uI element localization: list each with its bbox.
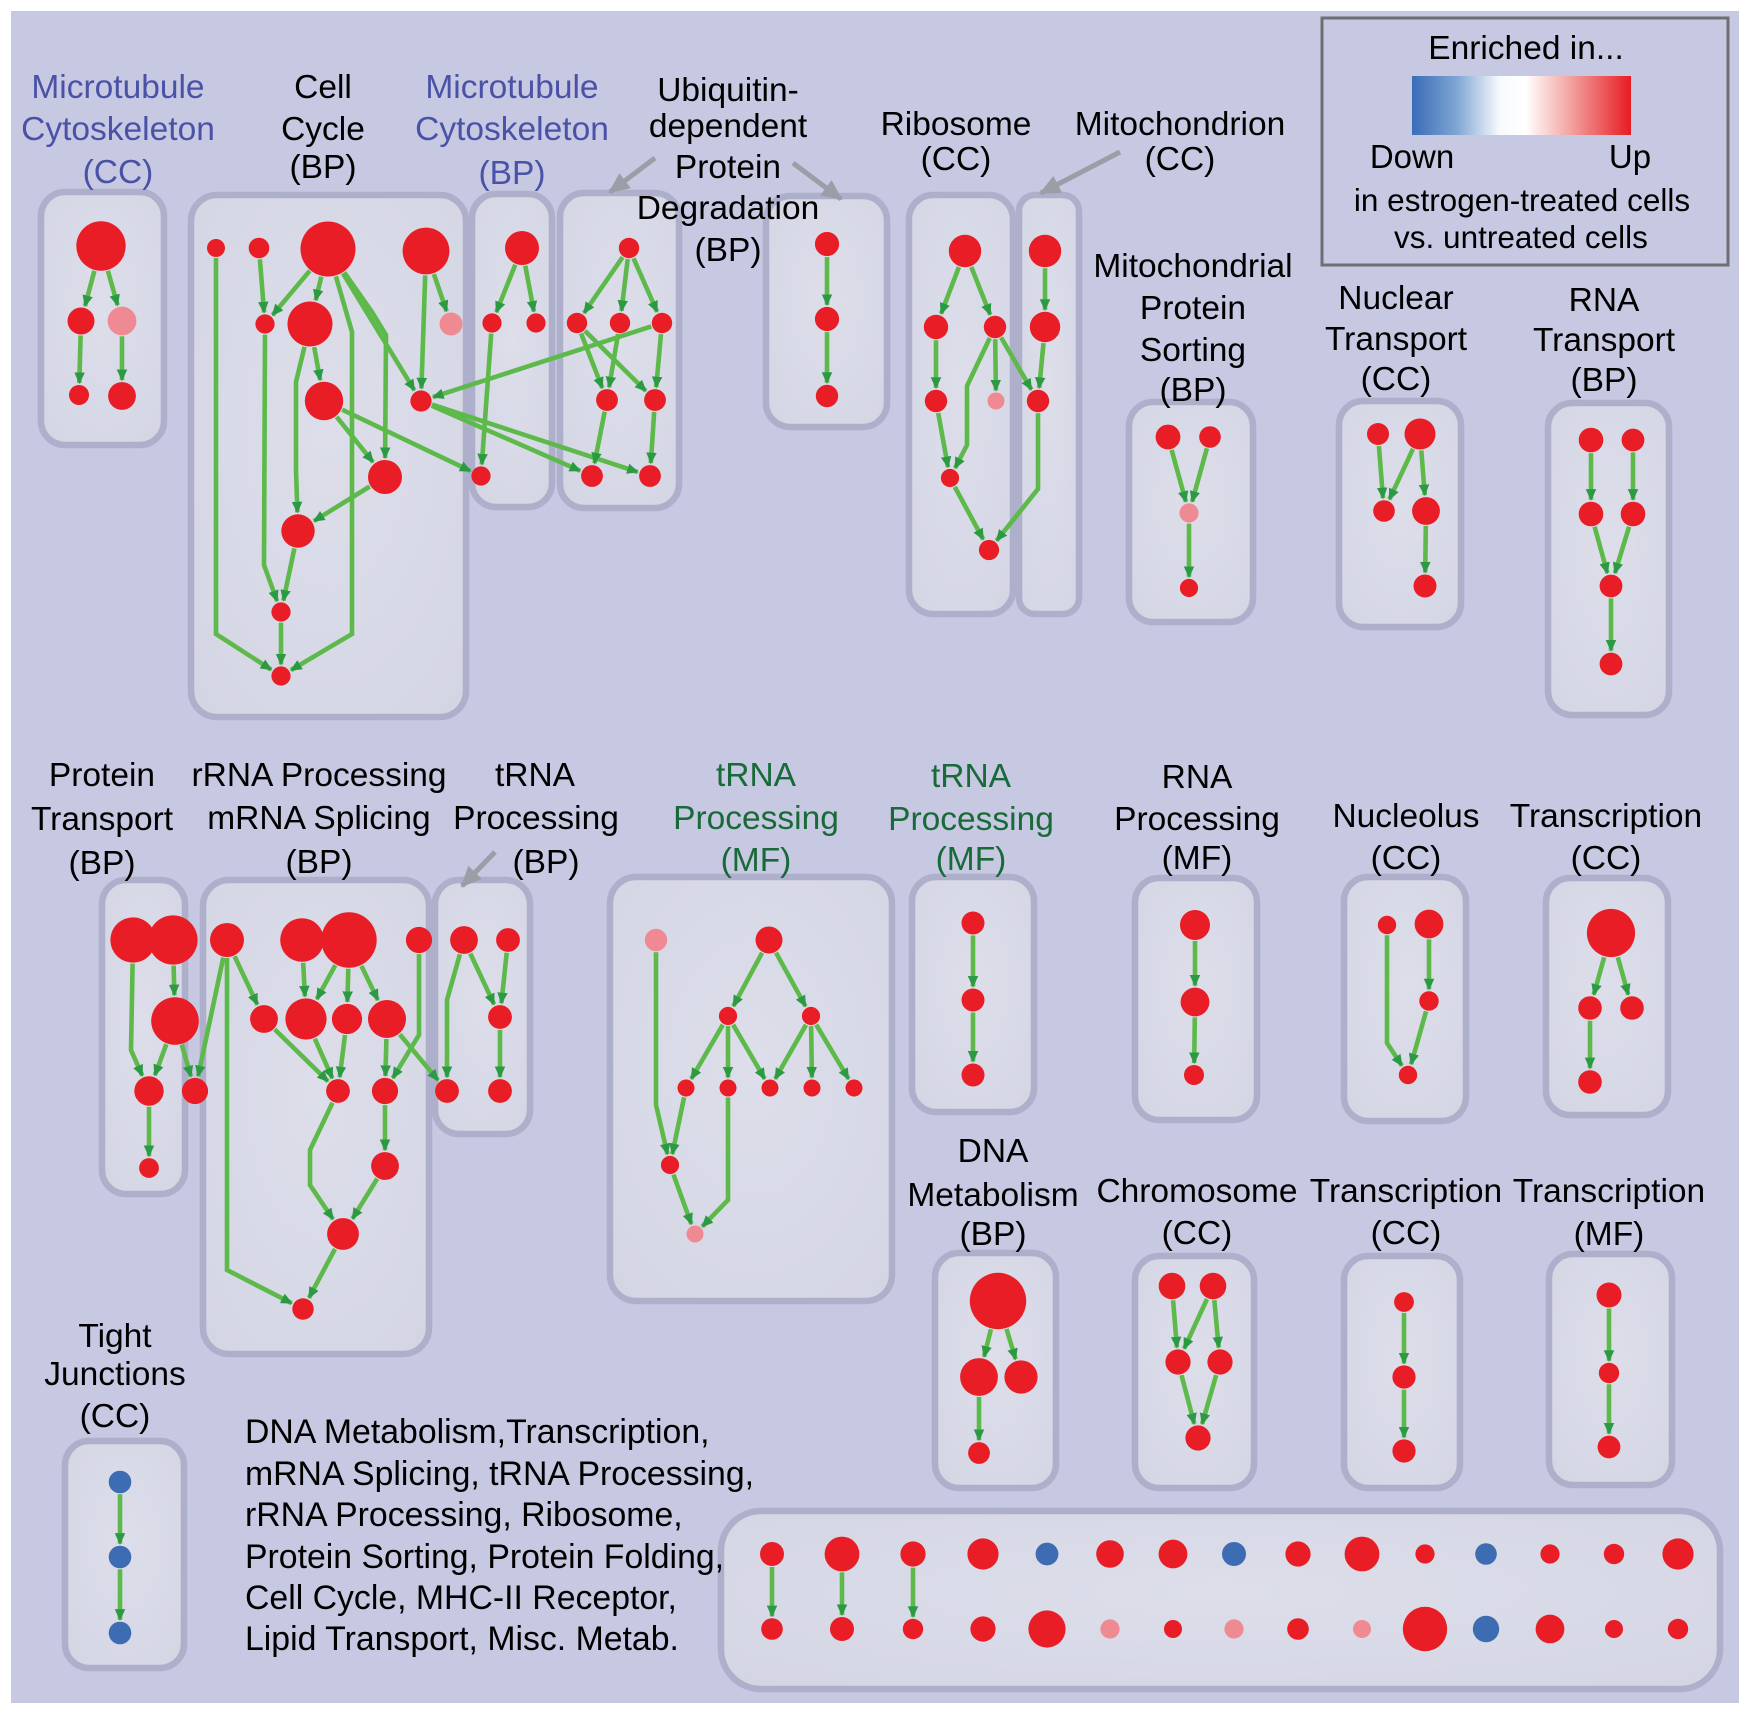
- svg-text:(BP): (BP): [960, 1216, 1027, 1253]
- svg-text:(CC): (CC): [83, 154, 154, 191]
- svg-text:dependent: dependent: [649, 108, 808, 145]
- svg-text:mRNA Splicing: mRNA Splicing: [207, 800, 430, 837]
- svg-text:Transport: Transport: [1533, 322, 1676, 359]
- svg-text:(CC): (CC): [1361, 361, 1432, 398]
- svg-text:Down: Down: [1370, 138, 1454, 175]
- svg-text:(CC): (CC): [1371, 840, 1442, 877]
- svg-text:(CC): (CC): [80, 1398, 151, 1435]
- svg-text:Transcription: Transcription: [1510, 798, 1702, 835]
- svg-text:Microtubule: Microtubule: [425, 69, 598, 106]
- svg-text:rRNA Processing, Ribosome,: rRNA Processing, Ribosome,: [245, 1496, 683, 1534]
- svg-text:(CC): (CC): [1571, 840, 1642, 877]
- svg-text:Lipid Transport, Misc. Metab.: Lipid Transport, Misc. Metab.: [245, 1620, 679, 1658]
- svg-text:(BP): (BP): [290, 149, 357, 186]
- svg-text:Enriched in...: Enriched in...: [1428, 30, 1624, 67]
- svg-text:Processing: Processing: [1114, 801, 1280, 838]
- svg-text:Transport: Transport: [31, 801, 174, 838]
- svg-text:(MF): (MF): [721, 842, 792, 879]
- svg-text:Nucleolus: Nucleolus: [1332, 798, 1479, 835]
- svg-text:DNA Metabolism,Transcription,: DNA Metabolism,Transcription,: [245, 1413, 710, 1451]
- svg-text:(BP): (BP): [479, 155, 546, 192]
- svg-text:Up: Up: [1609, 138, 1651, 175]
- svg-text:tRNA: tRNA: [716, 757, 797, 794]
- svg-text:Cell: Cell: [294, 69, 352, 106]
- svg-text:Mitochondrion: Mitochondrion: [1075, 106, 1285, 143]
- svg-text:Transport: Transport: [1325, 321, 1468, 358]
- svg-text:Cytoskeleton: Cytoskeleton: [21, 111, 215, 148]
- svg-text:Cytoskeleton: Cytoskeleton: [415, 111, 609, 148]
- svg-text:(CC): (CC): [1145, 141, 1216, 178]
- svg-text:(MF): (MF): [1162, 840, 1233, 877]
- svg-text:(BP): (BP): [286, 844, 353, 881]
- svg-text:Processing: Processing: [888, 801, 1054, 838]
- svg-text:(MF): (MF): [1574, 1216, 1645, 1253]
- svg-text:Chromosome: Chromosome: [1096, 1173, 1297, 1210]
- svg-text:(CC): (CC): [921, 141, 992, 178]
- svg-text:Protein: Protein: [675, 149, 781, 186]
- svg-text:Cycle: Cycle: [281, 111, 365, 148]
- svg-text:(BP): (BP): [513, 844, 580, 881]
- svg-text:Cell Cycle, MHC-II Receptor,: Cell Cycle, MHC-II Receptor,: [245, 1579, 677, 1617]
- svg-text:Junctions: Junctions: [44, 1356, 186, 1393]
- svg-text:(MF): (MF): [936, 841, 1007, 878]
- svg-text:(CC): (CC): [1371, 1215, 1442, 1252]
- svg-text:(BP): (BP): [69, 845, 136, 882]
- svg-text:RNA: RNA: [1162, 759, 1233, 796]
- svg-text:Transcription: Transcription: [1513, 1173, 1705, 1210]
- svg-text:RNA: RNA: [1569, 282, 1640, 319]
- svg-text:DNA: DNA: [958, 1133, 1029, 1170]
- svg-text:Mitochondrial: Mitochondrial: [1093, 248, 1292, 285]
- svg-text:rRNA Processing: rRNA Processing: [191, 757, 446, 794]
- svg-text:mRNA Splicing, tRNA Processing: mRNA Splicing, tRNA Processing,: [245, 1455, 754, 1493]
- svg-text:Microtubule: Microtubule: [31, 69, 204, 106]
- svg-text:Tight: Tight: [78, 1318, 152, 1355]
- svg-text:Nuclear: Nuclear: [1338, 280, 1453, 317]
- svg-text:(CC): (CC): [1162, 1215, 1233, 1252]
- svg-text:tRNA: tRNA: [495, 757, 576, 794]
- svg-text:Protein: Protein: [1140, 290, 1246, 327]
- svg-text:Sorting: Sorting: [1140, 332, 1246, 369]
- svg-text:Metabolism: Metabolism: [907, 1177, 1078, 1214]
- svg-text:Degradation: Degradation: [637, 190, 820, 227]
- svg-text:(BP): (BP): [1571, 362, 1638, 399]
- svg-text:Processing: Processing: [453, 800, 619, 837]
- svg-text:(BP): (BP): [1160, 372, 1227, 409]
- svg-text:Protein: Protein: [49, 757, 155, 794]
- svg-text:vs. untreated cells: vs. untreated cells: [1394, 219, 1648, 255]
- svg-text:(BP): (BP): [695, 232, 762, 269]
- svg-text:in estrogen-treated cells: in estrogen-treated cells: [1354, 182, 1690, 218]
- svg-text:tRNA: tRNA: [931, 758, 1012, 795]
- svg-text:Ubiquitin-: Ubiquitin-: [657, 72, 799, 109]
- svg-text:Processing: Processing: [673, 800, 839, 837]
- svg-text:Transcription: Transcription: [1310, 1173, 1502, 1210]
- svg-text:Ribosome: Ribosome: [881, 106, 1032, 143]
- svg-text:Protein Sorting, Protein Foldi: Protein Sorting, Protein Folding,: [245, 1538, 724, 1576]
